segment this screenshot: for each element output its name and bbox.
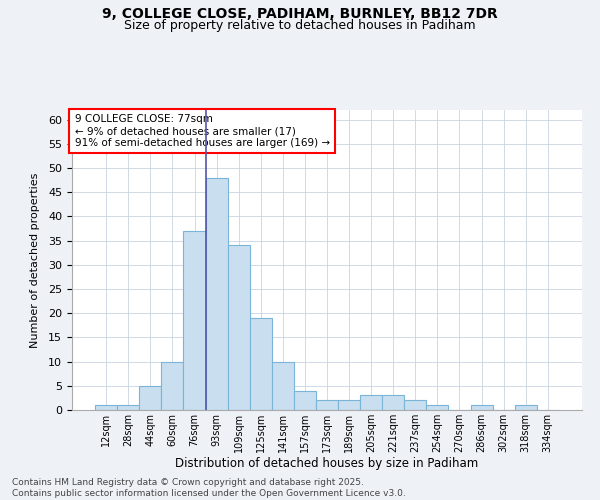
Y-axis label: Number of detached properties: Number of detached properties <box>30 172 40 348</box>
Bar <box>470 405 493 410</box>
Bar <box>250 318 272 410</box>
Text: Contains HM Land Registry data © Crown copyright and database right 2025.
Contai: Contains HM Land Registry data © Crown c… <box>12 478 406 498</box>
Bar <box>427 405 448 410</box>
Text: Size of property relative to detached houses in Padiham: Size of property relative to detached ho… <box>124 19 476 32</box>
Bar <box>206 178 227 410</box>
Text: 9, COLLEGE CLOSE, PADIHAM, BURNLEY, BB12 7DR: 9, COLLEGE CLOSE, PADIHAM, BURNLEY, BB12… <box>102 8 498 22</box>
Bar <box>294 390 316 410</box>
Bar <box>117 405 139 410</box>
Bar <box>316 400 338 410</box>
Bar <box>404 400 427 410</box>
Bar <box>95 405 117 410</box>
Bar <box>360 396 382 410</box>
Bar <box>139 386 161 410</box>
Bar <box>382 396 404 410</box>
Bar <box>227 246 250 410</box>
Text: 9 COLLEGE CLOSE: 77sqm
← 9% of detached houses are smaller (17)
91% of semi-deta: 9 COLLEGE CLOSE: 77sqm ← 9% of detached … <box>74 114 329 148</box>
Text: Distribution of detached houses by size in Padiham: Distribution of detached houses by size … <box>175 458 479 470</box>
Bar <box>338 400 360 410</box>
Bar <box>161 362 184 410</box>
Bar <box>515 405 537 410</box>
Bar <box>272 362 294 410</box>
Bar <box>184 231 206 410</box>
